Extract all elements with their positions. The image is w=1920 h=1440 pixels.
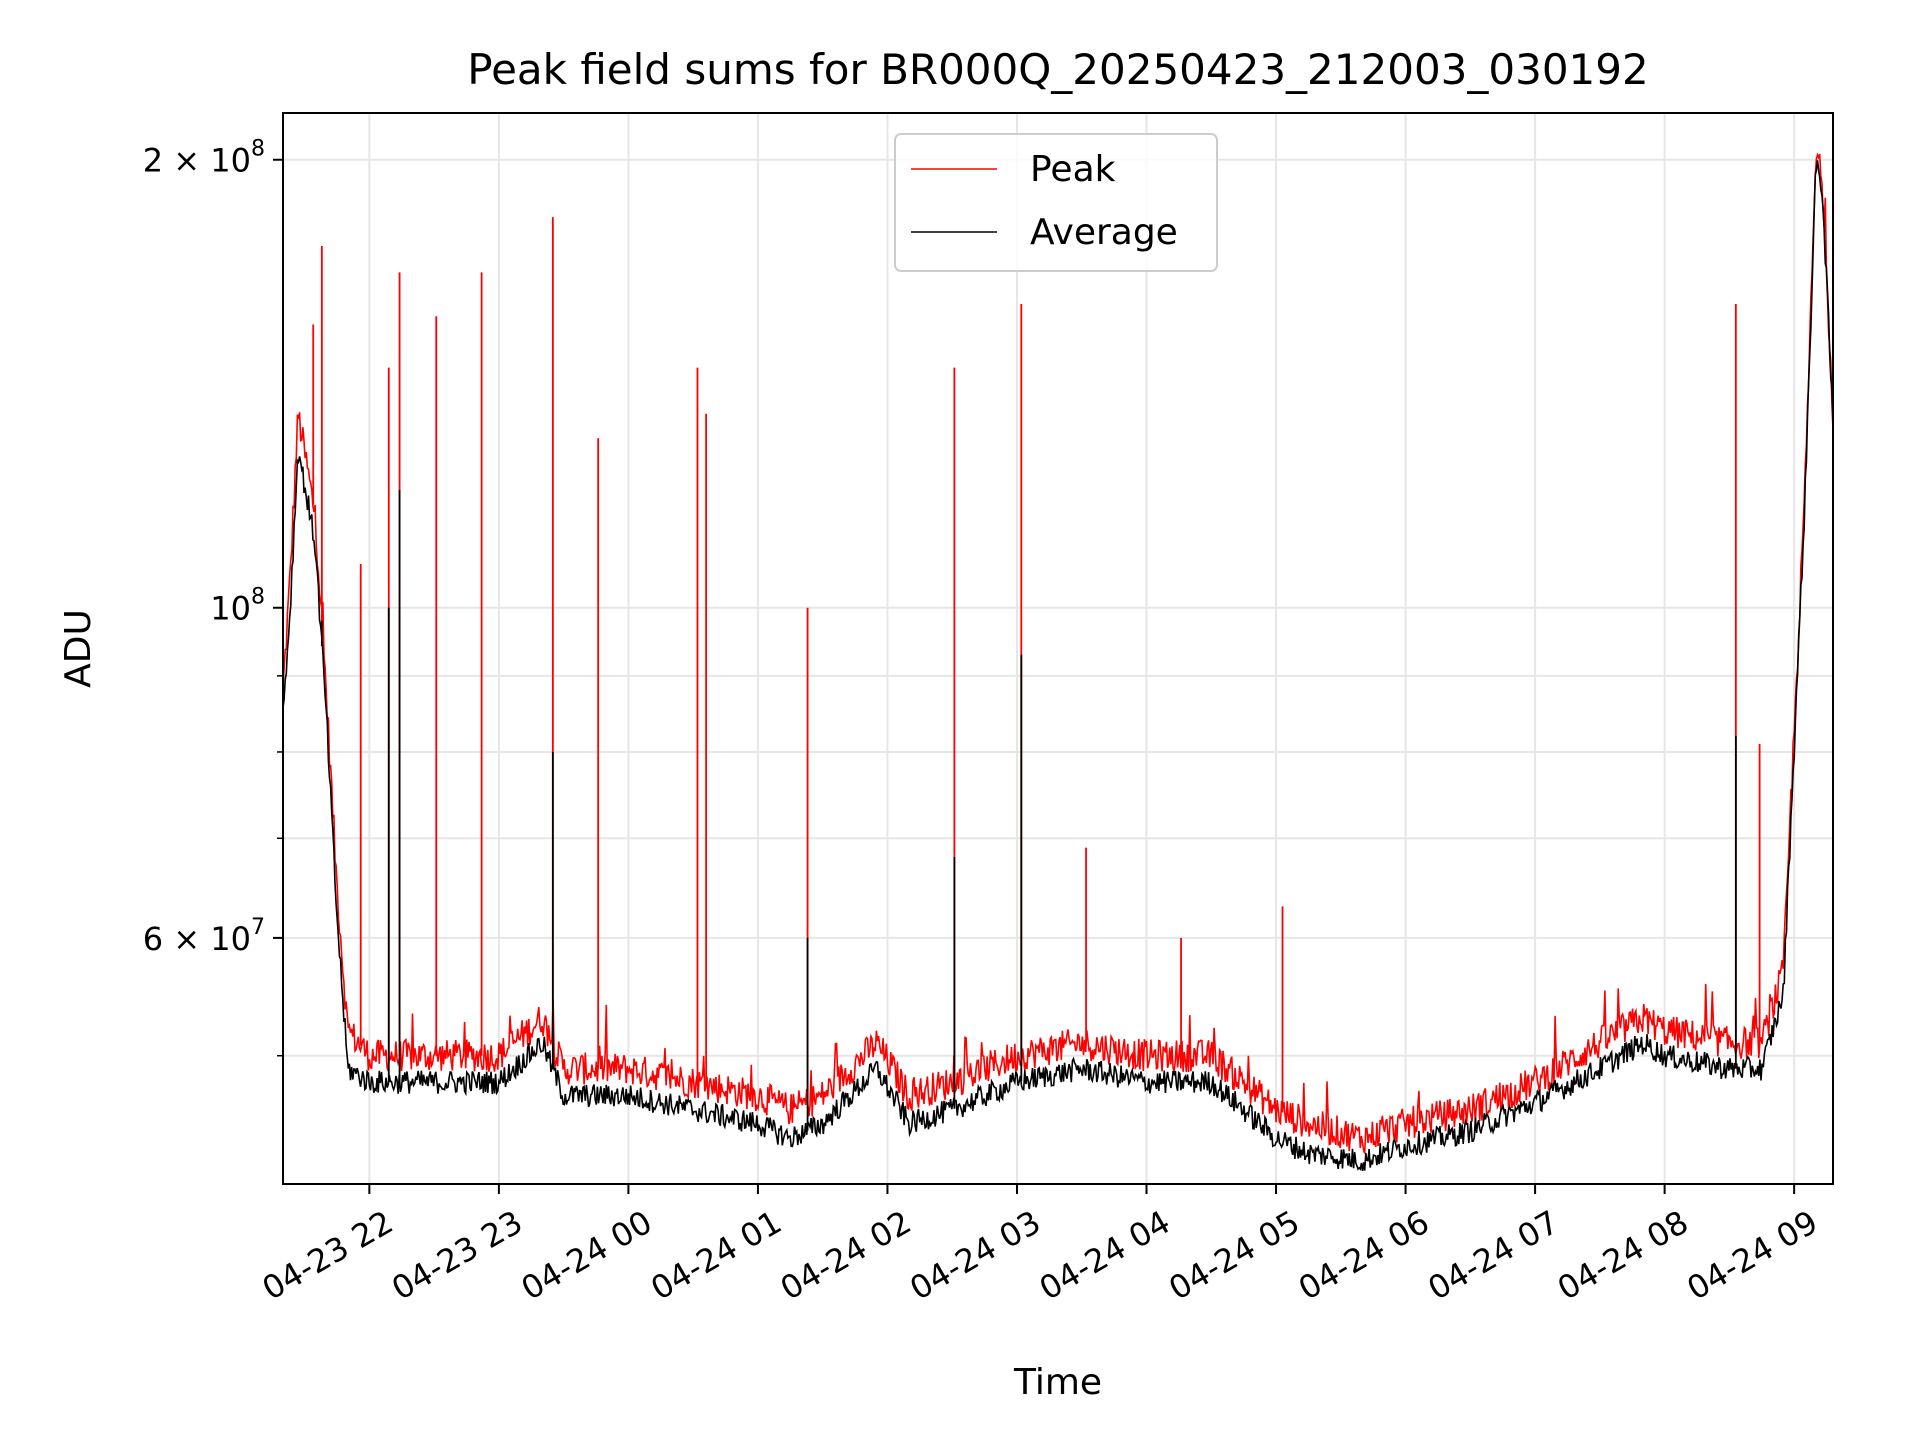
peak-series-line — [282, 152, 1834, 1154]
x-axis-label: Time — [1013, 1362, 1102, 1403]
y-axis-label: ADU — [58, 609, 99, 688]
chart-title: Peak field sums for BR000Q_20250423_2120… — [467, 45, 1648, 94]
plot-series — [282, 152, 1834, 1172]
plot-frame — [282, 112, 1834, 1185]
grid — [283, 113, 1833, 1184]
legend-average-label: Average — [1030, 212, 1178, 253]
average-series-line — [282, 160, 1834, 1172]
y-tick-label: 6 × 107 — [143, 915, 265, 958]
y-tick-label: 2 × 108 — [143, 137, 265, 180]
legend: Peak Average — [894, 133, 1218, 272]
y-tick-label: 108 — [210, 585, 265, 628]
legend-peak-label: Peak — [1030, 149, 1116, 190]
